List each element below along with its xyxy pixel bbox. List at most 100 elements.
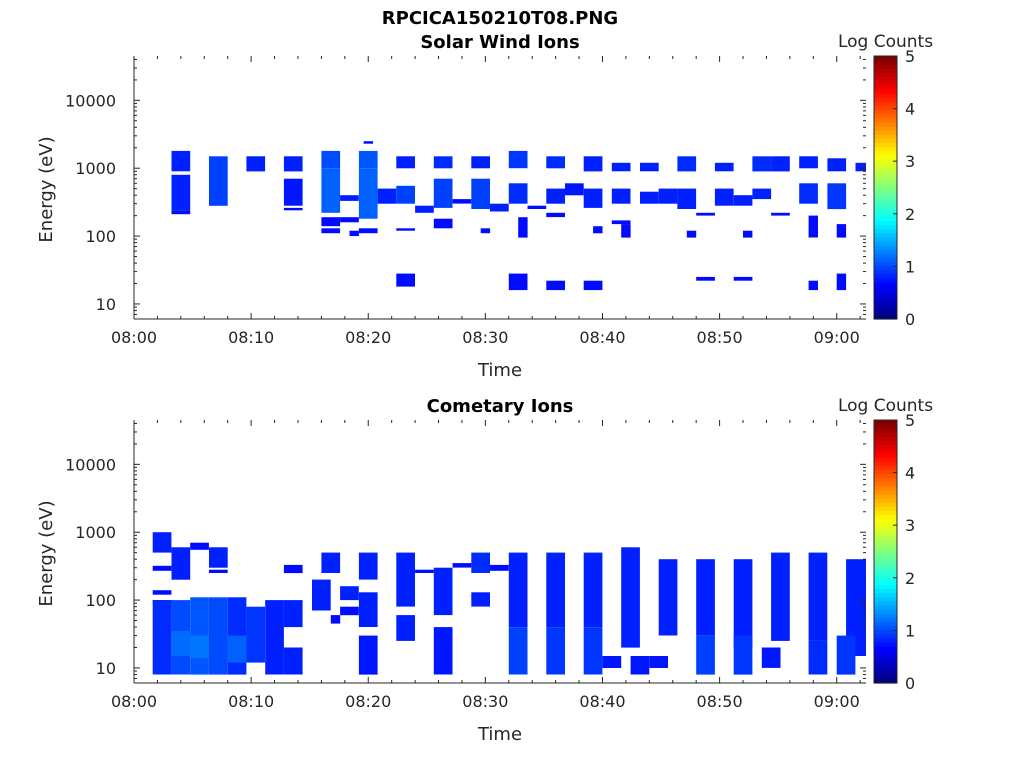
heatmap-cell [696, 212, 715, 216]
heatmap-cell [415, 569, 434, 573]
heatmap-cell [546, 552, 565, 627]
heatmap-cell [358, 168, 378, 219]
colorbar-swatch [874, 461, 897, 466]
colorbar-tick-label: 1 [905, 621, 915, 640]
colorbar-swatch [874, 576, 897, 581]
heatmap-cell [677, 188, 697, 209]
colorbar-swatch [874, 436, 897, 442]
heatmap-cell [340, 606, 359, 616]
heatmap-cell [340, 217, 359, 223]
colorbar-swatch [874, 592, 897, 598]
colorbar-swatch [874, 220, 897, 226]
colorbar-swatch [874, 191, 897, 197]
colorbar-swatch [874, 444, 897, 450]
heatmap-cell [621, 224, 631, 238]
colorbar-tick-label: 4 [905, 100, 915, 119]
colorbar-swatch [874, 101, 897, 106]
heatmap-cell [358, 592, 378, 627]
heatmap-cell [611, 220, 631, 225]
heatmap-cell [808, 640, 828, 675]
colorbar-swatch [874, 510, 897, 516]
colorbar-swatch [874, 600, 897, 606]
colorbar-swatch [874, 424, 897, 429]
colorbar-swatch [874, 420, 897, 425]
heatmap-cell [583, 552, 603, 627]
heatmap-cell [743, 230, 753, 238]
heatmap-cell [265, 600, 284, 675]
colorbar-swatch [874, 166, 897, 172]
colorbar-swatch [874, 68, 897, 74]
colorbar-swatch [874, 216, 897, 221]
heatmap-cell [733, 195, 753, 206]
colorbar-swatch [874, 539, 897, 544]
colorbar-swatch [874, 76, 897, 82]
colorbar-swatch [874, 596, 897, 602]
colorbar-swatch [874, 208, 897, 213]
colorbar-swatch [874, 489, 897, 495]
y-axis-label: Energy (eV) [36, 136, 57, 242]
colorbar-swatch [874, 613, 897, 618]
heatmap-cell [396, 552, 415, 607]
colorbar-swatch [874, 670, 897, 676]
colorbar-swatch [874, 448, 897, 454]
x-axis-label: Time [477, 724, 522, 745]
colorbar-swatch [874, 678, 897, 684]
heatmap-cell [677, 156, 697, 172]
colorbar-swatch [874, 277, 897, 283]
x-tick-label: 08:20 [345, 328, 391, 347]
heatmap-cell [283, 564, 303, 574]
colorbar-swatch [874, 477, 897, 483]
colorbar-swatch [874, 609, 897, 614]
colorbar-swatch [874, 604, 897, 610]
heatmap-cell [152, 532, 172, 553]
heatmap-cell [433, 567, 453, 616]
colorbar-swatch [874, 183, 897, 189]
heatmap-cell [209, 547, 228, 568]
colorbar-swatch [874, 117, 897, 123]
heatmap-cell [583, 280, 603, 291]
colorbar-swatch [874, 588, 897, 594]
colorbar-tick-label: 1 [905, 257, 915, 276]
panel-title: Solar Wind Ions [420, 32, 579, 53]
colorbar-swatch [874, 493, 897, 499]
heatmap-cell [771, 156, 790, 172]
colorbar-swatch [874, 60, 897, 65]
colorbar-swatch [874, 138, 897, 143]
y-tick-label: 1000 [75, 523, 116, 542]
colorbar-swatch [874, 224, 897, 230]
colorbar-swatch [874, 567, 897, 573]
heatmap-cell [209, 597, 228, 675]
colorbar-swatch [874, 212, 897, 217]
heatmap-cell [546, 627, 565, 675]
x-tick-label: 08:50 [697, 328, 743, 347]
colorbar-tick-label: 3 [905, 152, 915, 171]
colorbar-swatch [874, 286, 897, 291]
heatmap-cell [593, 226, 603, 234]
colorbar-swatch [874, 310, 897, 316]
heatmap-cell [508, 150, 528, 169]
heatmap-cell [565, 183, 584, 196]
heatmap-cell [190, 542, 209, 550]
heatmap-cell [283, 156, 303, 172]
colorbar-swatch [874, 666, 897, 672]
colorbar-tick-label: 5 [905, 411, 915, 430]
colorbar-swatch [874, 150, 897, 156]
heatmap-cell [152, 600, 172, 675]
heatmap-cell [621, 547, 640, 648]
heatmap-cell [733, 635, 753, 675]
x-tick-label: 08:10 [228, 328, 274, 347]
colorbar-swatch [874, 621, 897, 627]
heatmap-cell [321, 217, 341, 227]
heatmap-cell [583, 627, 603, 675]
heatmap-cell [508, 183, 528, 204]
heatmap-cell [583, 188, 603, 208]
colorbar-swatch [874, 572, 897, 577]
colorbar-swatch [874, 440, 897, 446]
colorbar-swatch [874, 563, 897, 569]
heatmap-cell [480, 228, 491, 234]
heatmap-cell [602, 656, 622, 668]
heatmap-cell [171, 631, 191, 656]
heatmap-cell [808, 552, 828, 641]
colorbar-swatch [874, 171, 897, 176]
